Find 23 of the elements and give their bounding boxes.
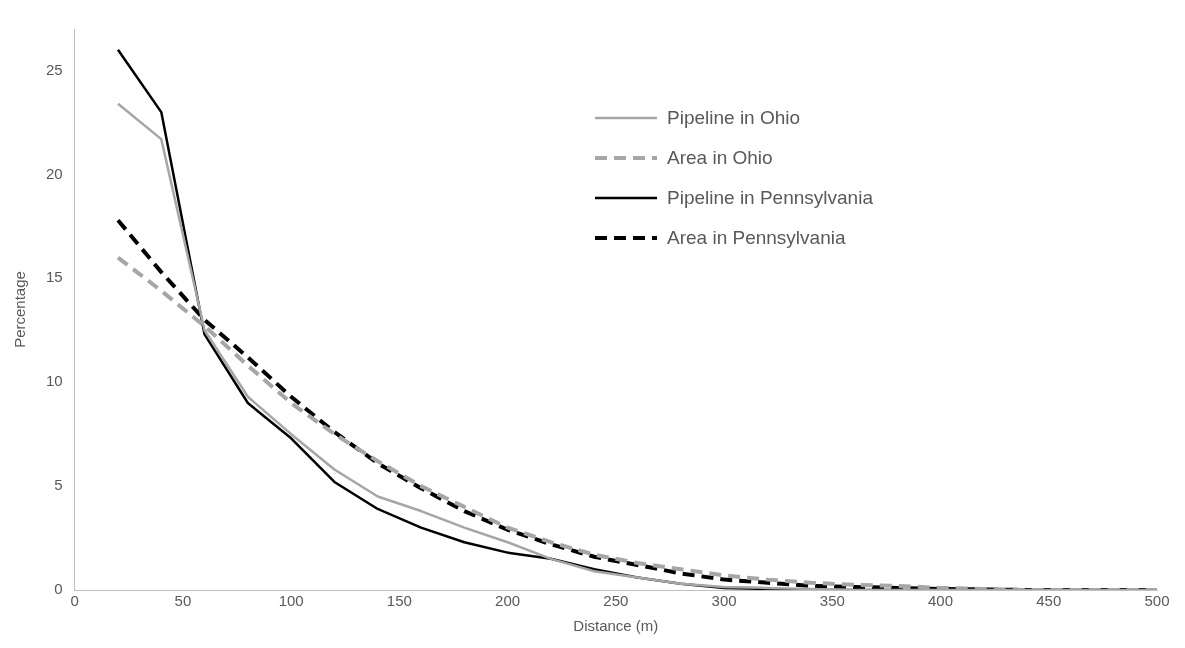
x-tick-label: 100: [278, 592, 304, 610]
x-tick-label: 150: [386, 592, 412, 610]
x-tick-label: 400: [928, 592, 954, 610]
x-tick-label: 450: [1036, 592, 1062, 610]
x-tick-label: 350: [819, 592, 845, 610]
y-tick-label: 0: [54, 580, 63, 598]
x-tick-label: 500: [1144, 592, 1170, 610]
legend-label: Pipeline in Ohio: [667, 107, 801, 129]
x-tick-label: 300: [711, 592, 737, 610]
legend-label: Area in Pennsylvania: [667, 227, 846, 249]
x-axis-title: Distance (m): [573, 617, 659, 635]
x-tick-label: 0: [70, 592, 79, 610]
y-tick-label: 20: [46, 164, 63, 182]
legend-label: Pipeline in Pennsylvania: [667, 187, 873, 209]
y-tick-label: 15: [46, 268, 63, 286]
legend-label: Area in Ohio: [667, 147, 773, 169]
y-tick-label: 10: [46, 372, 63, 390]
y-axis-title: Percentage: [11, 271, 29, 348]
x-tick-label: 200: [495, 592, 521, 610]
y-tick-label: 5: [54, 476, 63, 494]
x-tick-label: 250: [603, 592, 629, 610]
y-tick-label: 25: [46, 60, 63, 78]
x-tick-label: 50: [174, 592, 192, 610]
